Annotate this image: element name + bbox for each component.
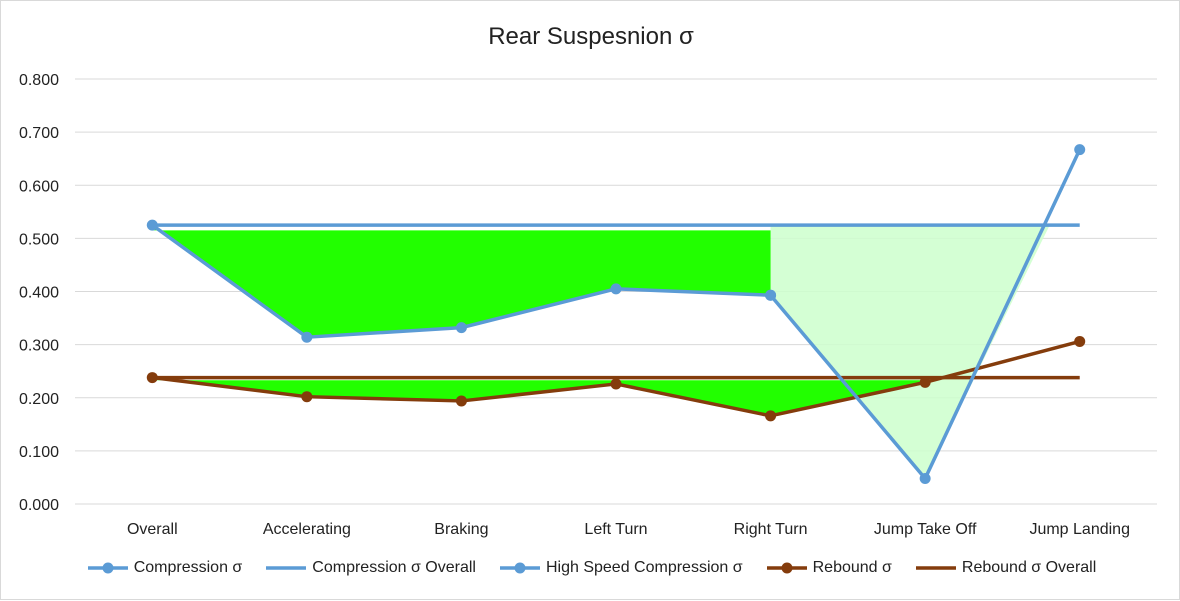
- y-tick-label: 0.800: [19, 72, 59, 89]
- x-tick-label: Right Turn: [734, 521, 808, 538]
- y-tick-label: 0.500: [19, 231, 59, 248]
- high-speed-compression-marker: [919, 473, 931, 484]
- rebound-fill-area: [152, 377, 926, 416]
- y-tick-label: 0.000: [19, 497, 59, 514]
- high-speed-compression-marker: [765, 289, 777, 301]
- y-tick-label: 0.200: [19, 391, 59, 408]
- legend-swatch: [915, 566, 956, 570]
- rebound-marker: [146, 372, 158, 384]
- compression-marker: [146, 219, 158, 231]
- legend-item: Compression σ: [86, 559, 243, 577]
- high-speed-compression-marker: [1074, 144, 1086, 156]
- x-tick-label: Braking: [434, 521, 488, 538]
- rebound-marker: [919, 376, 931, 388]
- y-tick-label: 0.400: [19, 285, 59, 302]
- rebound-marker: [765, 410, 777, 422]
- rebound-marker: [610, 378, 622, 390]
- rebound-marker: [301, 391, 313, 403]
- y-tick-label: 0.700: [19, 125, 59, 142]
- x-tick-label: Jump Landing: [1029, 521, 1130, 538]
- compression-marker: [610, 283, 622, 295]
- rebound-marker: [1074, 335, 1086, 347]
- rebound-marker: [455, 395, 467, 407]
- chart-title: Rear Suspesnion σ: [488, 23, 694, 50]
- compression-marker: [455, 322, 467, 334]
- x-tick-label: Accelerating: [263, 521, 351, 538]
- legend-swatch: [499, 562, 540, 574]
- legend-item: Rebound σ: [765, 559, 892, 577]
- legend-item: High Speed Compression σ: [498, 559, 743, 577]
- legend-label: Compression σ Overall: [312, 559, 476, 576]
- legend-label: High Speed Compression σ: [545, 559, 743, 576]
- legend-item: Compression σ Overall: [264, 559, 476, 577]
- compression-marker: [301, 331, 313, 343]
- compression-fill-area: [152, 225, 771, 338]
- x-tick-label: Left Turn: [584, 521, 647, 538]
- legend-item: Rebound σ Overall: [914, 559, 1096, 577]
- legend: Compression σ Compression σ Overall High S…: [1, 559, 1180, 577]
- y-tick-label: 0.300: [19, 338, 59, 355]
- x-tick-label: Jump Take Off: [874, 521, 977, 538]
- high-speed-fill-area: [770, 225, 1050, 479]
- legend-label: Rebound σ Overall: [961, 559, 1097, 576]
- y-tick-label: 0.100: [19, 444, 59, 461]
- y-tick-label: 0.600: [19, 178, 59, 195]
- legend-label: Compression σ: [133, 559, 243, 576]
- legend-swatch: [766, 562, 807, 574]
- legend-swatch: [87, 562, 128, 574]
- x-tick-label: Overall: [127, 521, 178, 538]
- legend-label: Rebound σ: [812, 559, 892, 576]
- legend-swatch: [266, 566, 307, 570]
